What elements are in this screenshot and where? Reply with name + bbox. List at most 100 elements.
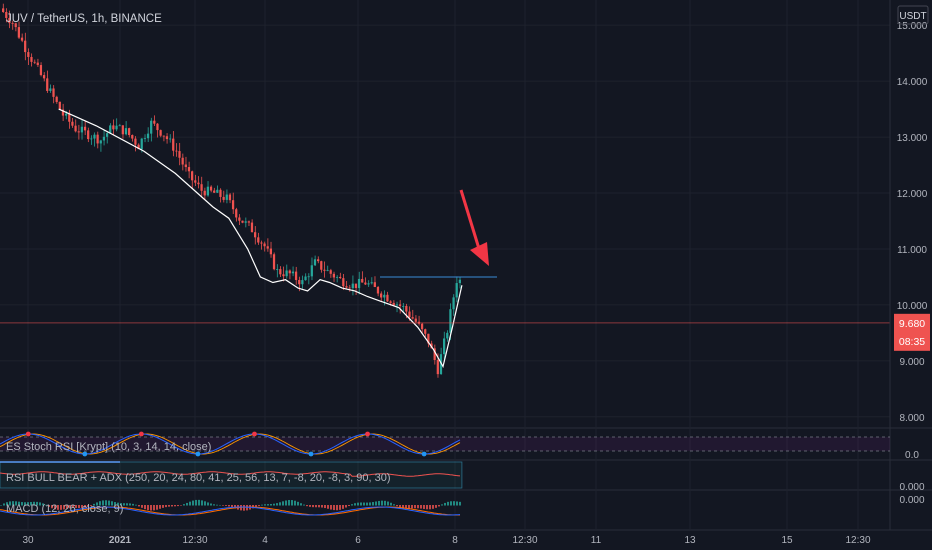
symbol-title[interactable]: JUV / TetherUS, 1h, BINANCE [6, 13, 162, 25]
candle [30, 53, 33, 67]
candle [99, 139, 102, 152]
chart-grid [0, 0, 932, 531]
down-arrow-annotation[interactable] [459, 189, 489, 266]
candle [294, 266, 298, 285]
candle [238, 214, 241, 225]
stoch-rsi-label[interactable]: ES Stoch RSI [Krypt] (10, 3, 14, 14, clo… [6, 441, 211, 453]
candle [102, 129, 106, 146]
time-tick-label: 12:30 [845, 535, 870, 546]
candle [24, 32, 27, 61]
candle [5, 8, 8, 23]
candle [42, 72, 46, 82]
candle [222, 190, 225, 203]
candle [244, 217, 247, 228]
candle [55, 95, 58, 104]
candle [197, 176, 200, 189]
candle [263, 241, 266, 252]
time-scale[interactable]: 30 2021 12:30 4 6 8 12:30 11 13 15 12:30 [22, 535, 871, 546]
candle [17, 21, 20, 39]
candle [380, 291, 383, 302]
candle [326, 265, 329, 272]
macd-pane: 0.000 0.000 [0, 482, 925, 516]
candle [109, 123, 112, 134]
candle [165, 133, 169, 144]
candle [168, 134, 172, 143]
price-badge: 9.680 08:35 [894, 313, 930, 351]
candle [187, 161, 191, 179]
stoch-rsi-pane: 0.0 [0, 431, 919, 461]
candle [49, 84, 52, 93]
candle [458, 276, 461, 289]
price-tick-label: 15.000 [897, 21, 928, 32]
price-tick-label: 11.000 [897, 245, 927, 256]
price-badge-value: 9.680 [899, 318, 925, 330]
candle [68, 109, 71, 129]
candle [209, 185, 213, 193]
candle [184, 156, 187, 172]
candle [357, 271, 361, 295]
candle [386, 291, 389, 303]
candle [354, 283, 358, 296]
candle [417, 315, 421, 326]
candle [257, 232, 260, 245]
candle [392, 300, 395, 307]
candle [146, 127, 150, 142]
candle [254, 226, 257, 245]
time-tick-label: 15 [781, 535, 793, 546]
candle [329, 268, 332, 278]
macd-label[interactable]: MACD (12, 26, close, 9) [6, 503, 123, 515]
candle [376, 285, 380, 297]
candle [345, 280, 348, 289]
candle [80, 118, 83, 140]
candle [282, 266, 285, 282]
price-tick-label: 14.000 [897, 77, 928, 88]
candle [46, 70, 49, 93]
candle [225, 189, 228, 204]
candle [304, 273, 307, 281]
candle [452, 294, 455, 316]
candle [228, 193, 232, 204]
candle [200, 176, 203, 197]
price-tick-label: 12.000 [897, 189, 928, 200]
candle [398, 300, 402, 314]
time-tick-label: 11 [591, 535, 602, 546]
candle [159, 129, 162, 138]
candle [115, 118, 118, 132]
price-scale[interactable]: 15.000 14.000 13.000 12.000 11.000 10.000 9.00… [889, 0, 928, 530]
candle [150, 117, 153, 142]
candle [172, 131, 175, 157]
candle-series [2, 3, 461, 378]
candle [206, 181, 209, 197]
candle [128, 127, 131, 138]
candle [291, 266, 295, 277]
candle [36, 58, 39, 67]
price-tick-label: 9.000 [899, 357, 924, 368]
candle [323, 261, 326, 278]
rsi-bull-bear-label[interactable]: RSI BULL BEAR + ADX (250, 20, 24, 80, 41… [6, 472, 391, 484]
candle [279, 266, 282, 277]
candle [250, 219, 254, 233]
currency-badge-label: USDT [899, 11, 926, 22]
candle [260, 240, 263, 250]
currency-badge[interactable] [897, 5, 929, 25]
candle [342, 274, 345, 291]
candle [320, 260, 323, 273]
candle [118, 123, 121, 127]
candle [134, 136, 137, 152]
candle [310, 257, 313, 281]
candle [77, 124, 80, 140]
time-tick-label: 4 [262, 535, 268, 546]
candle [219, 188, 222, 203]
candle [370, 277, 373, 285]
candle [361, 271, 364, 283]
time-tick-label: 8 [452, 535, 458, 546]
candle [301, 275, 304, 289]
candle [455, 276, 458, 303]
candle [335, 275, 339, 283]
time-tick-label: 2021 [109, 535, 132, 546]
candle [427, 333, 430, 348]
candle [351, 275, 354, 296]
candle [74, 119, 77, 133]
candle [424, 328, 427, 338]
